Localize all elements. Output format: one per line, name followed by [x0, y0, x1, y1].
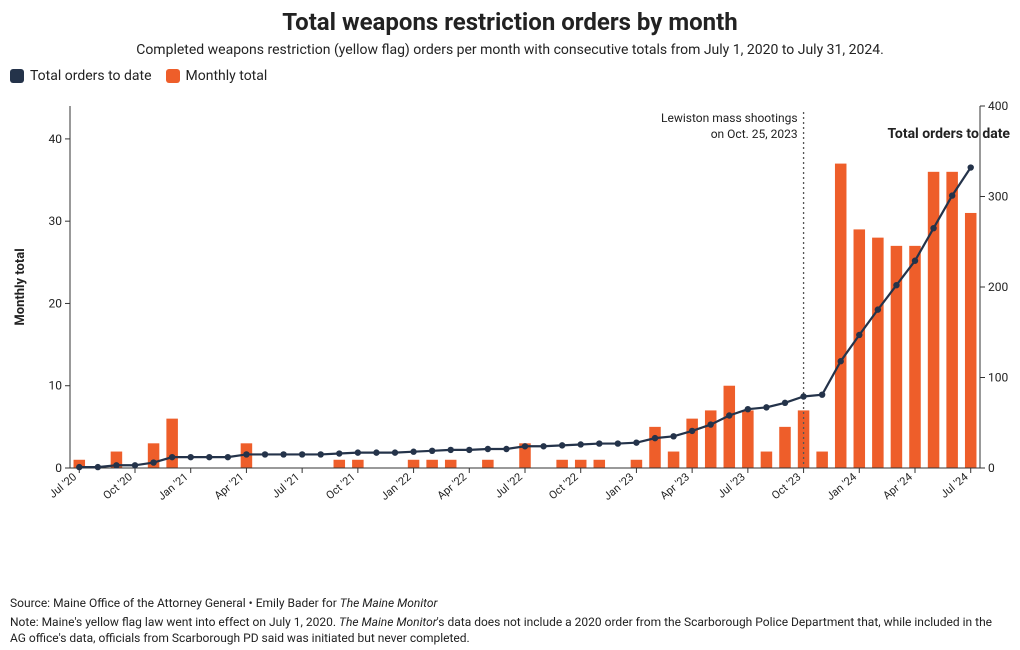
svg-text:20: 20: [49, 296, 63, 310]
svg-text:Monthly total: Monthly total: [13, 248, 28, 325]
svg-text:Apr '21: Apr '21: [212, 470, 246, 502]
source-prefix: Source: Maine Office of the Attorney Gen…: [10, 596, 340, 610]
svg-text:Oct '22: Oct '22: [546, 470, 580, 502]
legend-item-total: Total orders to date: [10, 68, 152, 84]
note-prefix: Note: Maine's yellow flag law went into …: [10, 615, 339, 629]
legend-swatch-monthly: [166, 69, 180, 83]
svg-text:Jan '24: Jan '24: [824, 470, 859, 503]
svg-text:Jan '22: Jan '22: [378, 470, 413, 503]
svg-text:400: 400: [988, 99, 1008, 113]
source-em: The Maine Monitor: [340, 596, 438, 610]
legend-label-monthly: Monthly total: [186, 68, 268, 84]
axis-title-right: Total orders to date: [887, 126, 1010, 142]
svg-text:40: 40: [49, 132, 63, 146]
svg-text:100: 100: [988, 371, 1008, 385]
svg-text:Oct '21: Oct '21: [323, 470, 357, 502]
svg-text:Apr '22: Apr '22: [435, 470, 469, 502]
svg-text:0: 0: [988, 461, 995, 475]
svg-text:300: 300: [988, 190, 1008, 204]
svg-text:Oct '23: Oct '23: [769, 470, 803, 502]
svg-text:Jul '24: Jul '24: [938, 470, 971, 500]
svg-text:Jul '22: Jul '22: [492, 470, 525, 500]
svg-text:Jan '21: Jan '21: [155, 470, 190, 503]
legend: Total orders to date Monthly total: [0, 68, 1020, 84]
svg-text:30: 30: [49, 214, 63, 228]
svg-text:Jul '21: Jul '21: [269, 470, 302, 500]
svg-text:10: 10: [49, 379, 63, 393]
page-subtitle: Completed weapons restriction (yellow fl…: [0, 42, 1020, 58]
svg-text:0: 0: [55, 461, 62, 475]
chart-footer: Source: Maine Office of the Attorney Gen…: [10, 595, 1010, 646]
legend-item-monthly: Monthly total: [166, 68, 268, 84]
svg-text:on Oct. 25, 2023: on Oct. 25, 2023: [711, 127, 798, 141]
svg-text:Jan '23: Jan '23: [601, 470, 636, 503]
source-line: Source: Maine Office of the Attorney Gen…: [10, 595, 1010, 611]
combo-chart: 0102030400100200300400Monthly totalJul '…: [0, 88, 1020, 528]
legend-swatch-total: [10, 69, 24, 83]
svg-text:Apr '23: Apr '23: [658, 470, 692, 502]
svg-text:Oct '20: Oct '20: [101, 470, 135, 502]
note-line: Note: Maine's yellow flag law went into …: [10, 614, 1010, 646]
svg-text:Apr '24: Apr '24: [880, 470, 914, 502]
legend-label-total: Total orders to date: [30, 68, 152, 84]
svg-text:Lewiston mass shootings: Lewiston mass shootings: [661, 111, 798, 125]
svg-text:Jul '20: Jul '20: [46, 470, 79, 500]
note-em: The Maine Monitor: [339, 615, 437, 629]
svg-text:200: 200: [988, 280, 1008, 294]
page-title: Total weapons restriction orders by mont…: [0, 8, 1020, 36]
svg-text:Jul '23: Jul '23: [715, 470, 748, 500]
